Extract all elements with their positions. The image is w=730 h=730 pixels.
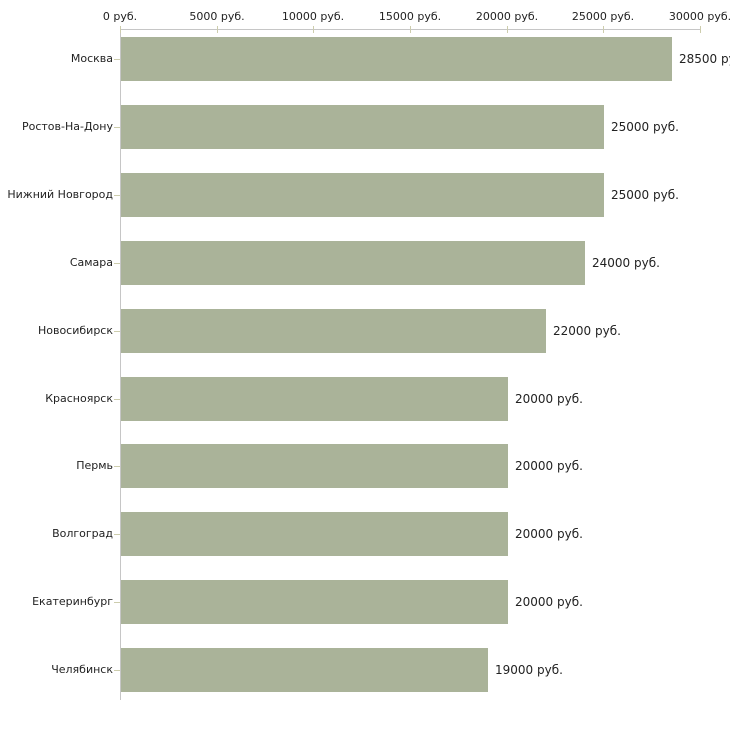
y-axis-tick-mark bbox=[114, 399, 120, 400]
y-axis-tick-mark bbox=[114, 59, 120, 60]
category-label: Екатеринбург bbox=[32, 595, 113, 608]
x-axis-tick-mark bbox=[410, 26, 411, 33]
bar bbox=[121, 309, 546, 353]
bar bbox=[121, 648, 488, 692]
category-label: Ростов-На-Дону bbox=[21, 120, 113, 133]
x-axis-tick-label: 0 руб. bbox=[102, 10, 138, 23]
bar bbox=[121, 377, 508, 421]
category-label: Новосибирск bbox=[37, 324, 113, 337]
y-axis-tick-mark bbox=[114, 466, 120, 467]
bar bbox=[121, 512, 508, 556]
x-axis-tick-mark bbox=[120, 26, 121, 33]
value-label: 22000 руб. bbox=[553, 324, 621, 338]
x-axis-tick-mark bbox=[603, 26, 604, 33]
y-axis-tick-mark bbox=[114, 331, 120, 332]
bar bbox=[121, 241, 585, 285]
bar bbox=[121, 37, 672, 81]
category-label: Москва bbox=[70, 52, 113, 65]
y-axis-tick-mark bbox=[114, 670, 120, 671]
y-axis-tick-mark bbox=[114, 195, 120, 196]
x-axis-tick-label: 15000 руб. bbox=[378, 10, 442, 23]
value-label: 25000 руб. bbox=[611, 120, 679, 134]
bar bbox=[121, 173, 604, 217]
value-label: 20000 руб. bbox=[515, 459, 583, 473]
value-label: 20000 руб. bbox=[515, 595, 583, 609]
x-axis-tick-label: 25000 руб. bbox=[571, 10, 635, 23]
x-axis-tick-label: 5000 руб. bbox=[189, 10, 245, 23]
x-axis-tick-label: 10000 руб. bbox=[281, 10, 345, 23]
value-label: 25000 руб. bbox=[611, 188, 679, 202]
category-label: Красноярск bbox=[45, 392, 113, 405]
y-axis-tick-mark bbox=[114, 602, 120, 603]
value-label: 19000 руб. bbox=[495, 663, 563, 677]
value-label: 24000 руб. bbox=[592, 256, 660, 270]
x-axis-tick-mark bbox=[700, 26, 701, 33]
y-axis-tick-mark bbox=[114, 534, 120, 535]
x-axis-tick-label: 30000 руб. bbox=[668, 10, 730, 23]
x-axis-tick-mark bbox=[313, 26, 314, 33]
category-label: Пермь bbox=[76, 459, 113, 472]
category-label: Челябинск bbox=[51, 663, 113, 676]
category-label: Волгоград bbox=[52, 527, 113, 540]
y-axis-tick-mark bbox=[114, 127, 120, 128]
x-axis-tick-mark bbox=[217, 26, 218, 33]
bar bbox=[121, 444, 508, 488]
bar bbox=[121, 580, 508, 624]
x-axis-tick-label: 20000 руб. bbox=[475, 10, 539, 23]
value-label: 20000 руб. bbox=[515, 392, 583, 406]
bar bbox=[121, 105, 604, 149]
y-axis-tick-mark bbox=[114, 263, 120, 264]
category-label: Самара bbox=[69, 256, 113, 269]
value-label: 20000 руб. bbox=[515, 527, 583, 541]
y-axis-line bbox=[120, 29, 121, 700]
value-label: 28500 руб. bbox=[679, 52, 730, 66]
x-axis-tick-mark bbox=[507, 26, 508, 33]
category-label: Нижний Новгород bbox=[7, 188, 113, 201]
